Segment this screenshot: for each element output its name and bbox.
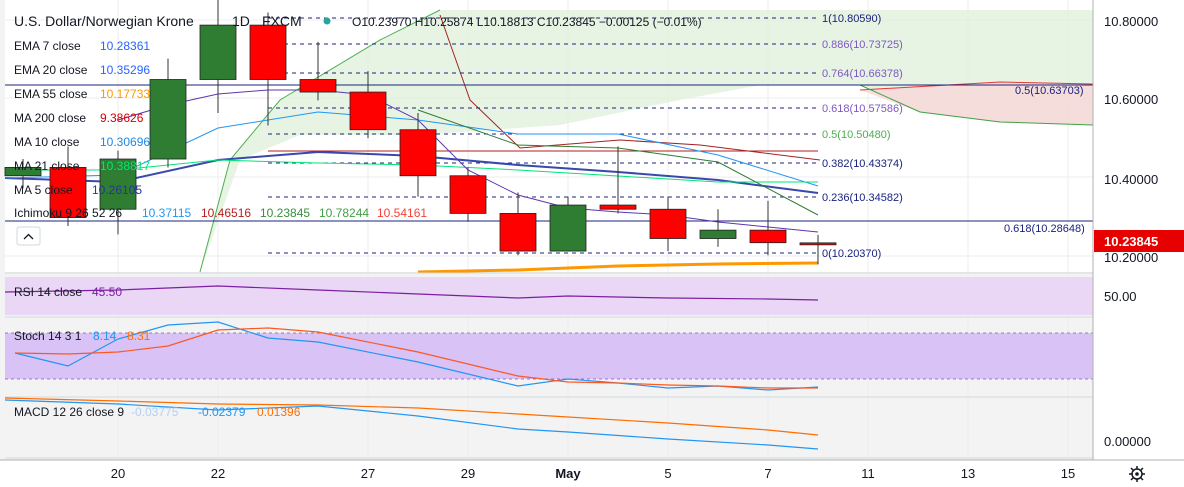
ichimoku-value: 10.37115: [142, 206, 191, 220]
price-tick: 10.60000: [1104, 92, 1158, 107]
fib-level-label: 0.5(10.63703): [1015, 85, 1084, 97]
macd-hist-value: -0.03775: [131, 405, 179, 419]
ichimoku-value: 10.23845: [260, 206, 310, 220]
fib-level-label: 0.886(10.73725): [822, 39, 903, 51]
indicator-value: 10.30696: [100, 135, 150, 149]
candles: [4, 0, 837, 265]
candle-body: [499, 213, 537, 252]
time-tick: May: [555, 466, 581, 481]
time-tick: 5: [664, 466, 671, 481]
fib-level-label: 0.236(10.34582): [822, 192, 903, 204]
time-tick: 15: [1061, 466, 1075, 481]
stoch-band: [5, 333, 1093, 379]
macd-signal-value: 0.01396: [257, 405, 301, 419]
macd-label: MACD 12 26 close 9: [14, 405, 124, 419]
indicator-label: EMA 20 close: [14, 63, 88, 77]
stoch-d-value: 8.31: [127, 329, 151, 343]
time-tick: 20: [111, 466, 125, 481]
price-tick: 10.40000: [1104, 172, 1158, 187]
current-price-text: 10.23845: [1104, 234, 1158, 249]
fib-level-label: 0.618(10.57586): [822, 103, 903, 115]
candle-body: [249, 24, 287, 80]
candle-body: [99, 158, 137, 210]
time-tick: 29: [461, 466, 475, 481]
candle-body: [199, 24, 237, 80]
rsi-line: [4, 285, 819, 301]
candle-body: [799, 242, 837, 246]
macd-value: -0.02379: [198, 405, 246, 419]
candle-body: [549, 204, 587, 252]
candle-body: [749, 229, 787, 244]
candle-body: [649, 208, 687, 239]
interval-label[interactable]: 1D: [232, 13, 250, 29]
indicator-label: EMA 55 close: [14, 87, 88, 101]
candle-body: [299, 79, 337, 93]
rsi-label: RSI 14 close: [14, 285, 82, 299]
ichimoku-value: 10.46516: [201, 206, 251, 220]
indicator-label: MA 200 close: [14, 111, 86, 125]
settings-gear-icon[interactable]: [1129, 466, 1145, 482]
ichimoku-value: 10.78244: [319, 206, 369, 220]
fib-level-label: 0.618(10.28648): [1004, 223, 1085, 235]
candle-body: [49, 166, 87, 218]
indicator-label: EMA 7 close: [14, 39, 81, 53]
fib-retracement: 1(10.80590) 0.886(10.73725) 0.764(10.66378…: [5, 13, 1093, 260]
rsi-value: 45.50: [92, 285, 122, 299]
candle-body: [349, 91, 387, 131]
time-tick: 22: [211, 466, 225, 481]
indicator-value: 10.26105: [92, 183, 142, 197]
stoch-d-line: [14, 327, 818, 389]
time-tick: 27: [361, 466, 375, 481]
candle-body: [399, 129, 437, 177]
current-price-label: [1094, 230, 1184, 252]
candle-body: [4, 166, 42, 177]
indicator-label: MA 10 close: [14, 135, 80, 149]
time-tick: 13: [961, 466, 975, 481]
ichimoku-label: Ichimoku 9 26 52 26: [14, 206, 122, 220]
indicator-label: MA 21 close: [14, 159, 80, 173]
signal-line: [4, 397, 819, 436]
chevron-up-icon: [23, 233, 34, 240]
indicator-value: 10.38817: [100, 159, 150, 173]
stoch-label: Stoch 14 3 1: [14, 329, 82, 343]
rsi-axis-tick: 50.00: [1104, 289, 1137, 304]
candle-body: [449, 175, 487, 214]
fib-level-label: 0.764(10.66378): [822, 68, 903, 80]
fib-level-label: 0.382(10.43374): [822, 158, 903, 170]
indicator-label: MA 5 close: [14, 183, 73, 197]
fib-level-label: 1(10.80590): [822, 13, 881, 25]
indicator-value: 10.28361: [100, 39, 150, 53]
macd-axis-tick: 0.00000: [1104, 434, 1151, 449]
time-axis[interactable]: [0, 460, 1184, 487]
chart-header: U.S. Dollar/Norwegian Krone 1D FXCM O10.…: [14, 13, 702, 29]
candle-body: [699, 229, 737, 239]
price-tick: 10.80000: [1104, 14, 1158, 29]
ichimoku-value: 10.54161: [377, 206, 427, 220]
price-tick: 10.20000: [1104, 250, 1158, 265]
candle-body: [599, 204, 637, 210]
ohlc-readout: O10.23970 H10.25874 L10.18813 C10.23845 …: [352, 15, 702, 29]
stoch-k-value: 8.14: [93, 329, 117, 343]
indicator-value: 10.35296: [100, 63, 150, 77]
indicator-value: 10.17733: [100, 87, 150, 101]
macd-line: [4, 399, 819, 450]
fib-level-label: 0.5(10.50480): [822, 129, 891, 141]
candle-body: [149, 79, 187, 160]
ichimoku-legend: Ichimoku 9 26 52 26 10.37115 10.46516 10…: [14, 206, 427, 220]
time-tick: 11: [861, 466, 875, 481]
exchange-label: FXCM: [262, 13, 302, 29]
market-status-icon: [323, 17, 331, 25]
rsi-band: [5, 277, 1093, 315]
fib-level-label: 0(10.20370): [822, 248, 881, 260]
indicator-value: 9.38626: [100, 111, 144, 125]
time-tick: 7: [764, 466, 771, 481]
ichimoku-cloud: [199, 9, 1094, 273]
symbol-title[interactable]: U.S. Dollar/Norwegian Krone: [14, 13, 194, 29]
stoch-k-line: [14, 321, 819, 391]
collapse-legend-button[interactable]: [16, 226, 41, 246]
